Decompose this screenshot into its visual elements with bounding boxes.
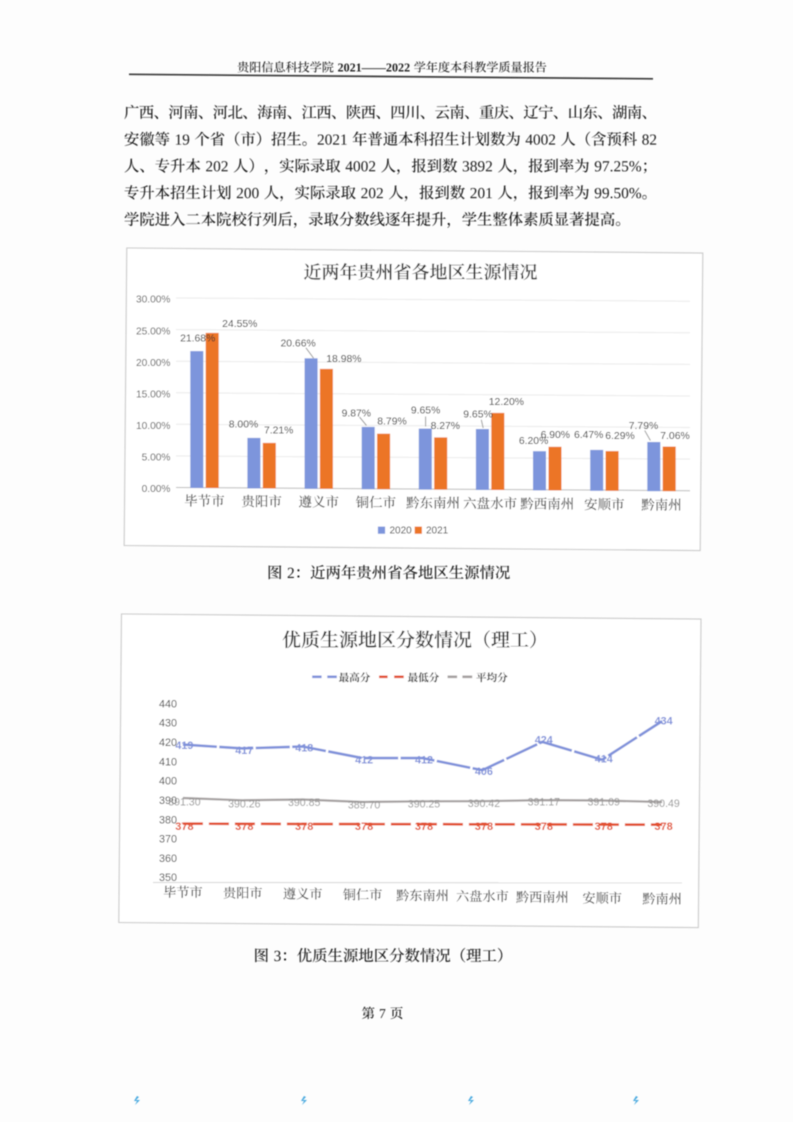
svg-text:2020: 2020 xyxy=(390,526,413,537)
svg-text:0.00%: 0.00% xyxy=(142,484,171,495)
svg-text:440: 440 xyxy=(159,698,177,710)
svg-text:419: 419 xyxy=(175,740,193,752)
svg-text:8.79%: 8.79% xyxy=(377,417,406,428)
svg-text:7.06%: 7.06% xyxy=(660,431,689,442)
svg-text:5.00%: 5.00% xyxy=(142,453,171,464)
svg-text:400: 400 xyxy=(159,776,177,788)
svg-text:378: 378 xyxy=(475,821,493,833)
svg-text:390.25: 390.25 xyxy=(408,798,441,810)
svg-text:390.49: 390.49 xyxy=(647,798,680,810)
svg-text:350: 350 xyxy=(159,872,177,884)
svg-text:378: 378 xyxy=(654,821,672,833)
svg-text:378: 378 xyxy=(415,821,433,833)
svg-text:391.09: 391.09 xyxy=(587,797,620,809)
svg-text:378: 378 xyxy=(235,821,253,833)
svg-text:378: 378 xyxy=(355,821,373,833)
svg-text:380: 380 xyxy=(159,814,177,826)
svg-text:6.29%: 6.29% xyxy=(605,431,634,442)
svg-text:391.17: 391.17 xyxy=(528,797,561,809)
svg-text:390.85: 390.85 xyxy=(288,797,321,809)
svg-text:417: 417 xyxy=(235,745,253,757)
svg-text:10.00%: 10.00% xyxy=(136,421,171,432)
svg-text:18.98%: 18.98% xyxy=(326,354,361,365)
svg-text:6.90%: 6.90% xyxy=(541,430,570,441)
svg-text:8.00%: 8.00% xyxy=(229,420,258,431)
svg-text:370: 370 xyxy=(159,834,177,846)
svg-text:8.27%: 8.27% xyxy=(431,421,460,432)
svg-text:424: 424 xyxy=(535,734,553,746)
svg-text:378: 378 xyxy=(595,821,613,833)
svg-text:360: 360 xyxy=(159,853,177,865)
svg-text:378: 378 xyxy=(295,821,313,833)
svg-text:20.66%: 20.66% xyxy=(280,338,315,349)
svg-text:412: 412 xyxy=(415,755,433,767)
svg-text:420: 420 xyxy=(159,737,177,749)
svg-text:389.70: 389.70 xyxy=(348,799,381,811)
svg-text:378: 378 xyxy=(535,821,553,833)
svg-text:390.26: 390.26 xyxy=(228,798,261,810)
svg-text:7.21%: 7.21% xyxy=(264,426,293,437)
svg-text:25.00%: 25.00% xyxy=(136,326,171,337)
svg-text:9.65%: 9.65% xyxy=(411,406,440,417)
svg-text:6.20%: 6.20% xyxy=(519,436,548,447)
svg-text:6.47%: 6.47% xyxy=(574,430,603,441)
svg-text:434: 434 xyxy=(655,716,673,728)
svg-text:20.00%: 20.00% xyxy=(136,358,171,369)
svg-text:24.55%: 24.55% xyxy=(222,319,257,330)
svg-text:30.00%: 30.00% xyxy=(136,295,171,306)
svg-text:390.42: 390.42 xyxy=(468,798,501,810)
svg-text:406: 406 xyxy=(475,766,493,778)
svg-text:21.68%: 21.68% xyxy=(180,334,215,345)
svg-text:2021: 2021 xyxy=(426,526,449,537)
svg-text:15.00%: 15.00% xyxy=(136,389,171,400)
svg-text:410: 410 xyxy=(159,756,177,768)
svg-text:418: 418 xyxy=(295,742,313,754)
svg-text:12.20%: 12.20% xyxy=(489,397,524,408)
svg-text:430: 430 xyxy=(159,718,177,730)
svg-text:378: 378 xyxy=(175,821,193,833)
svg-text:9.65%: 9.65% xyxy=(463,410,492,421)
svg-text:9.87%: 9.87% xyxy=(342,408,371,419)
svg-text:412: 412 xyxy=(355,755,373,767)
svg-text:414: 414 xyxy=(595,754,613,766)
svg-text:7.79%: 7.79% xyxy=(629,421,658,432)
svg-text:391.30: 391.30 xyxy=(168,796,201,808)
svg-text:390: 390 xyxy=(159,795,177,807)
